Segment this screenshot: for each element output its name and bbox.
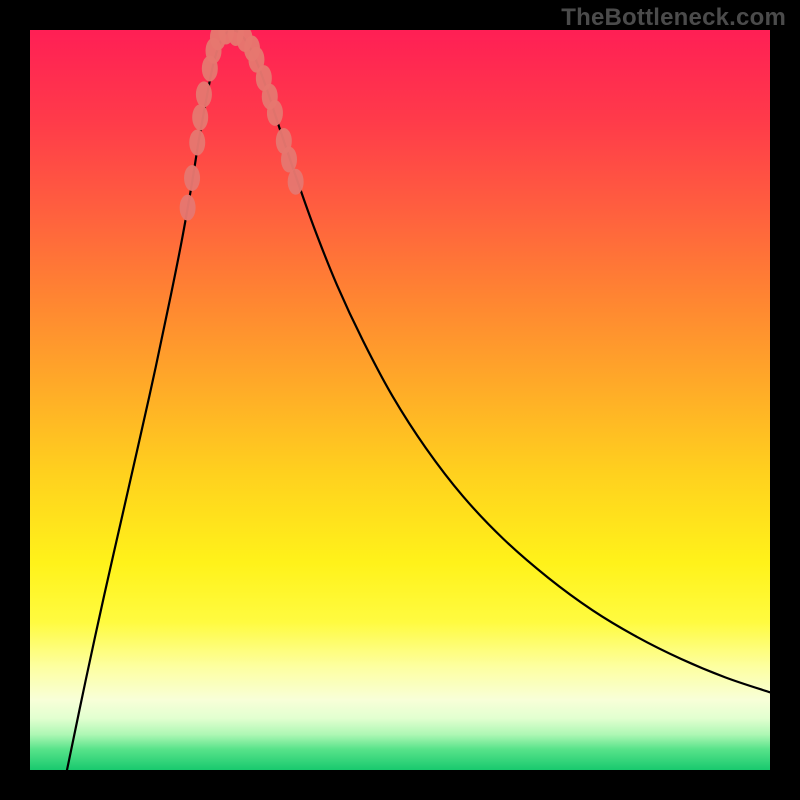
data-marker [196,81,212,107]
plot-svg [30,30,770,770]
data-marker [267,100,283,126]
plot-area [30,30,770,770]
data-marker [180,195,196,221]
chart-frame: TheBottleneck.com [0,0,800,800]
data-marker [184,165,200,191]
plot-background [30,30,770,770]
data-marker [189,129,205,155]
watermark-text: TheBottleneck.com [561,4,786,32]
data-marker [192,104,208,130]
data-marker [288,169,304,195]
data-marker [281,147,297,173]
